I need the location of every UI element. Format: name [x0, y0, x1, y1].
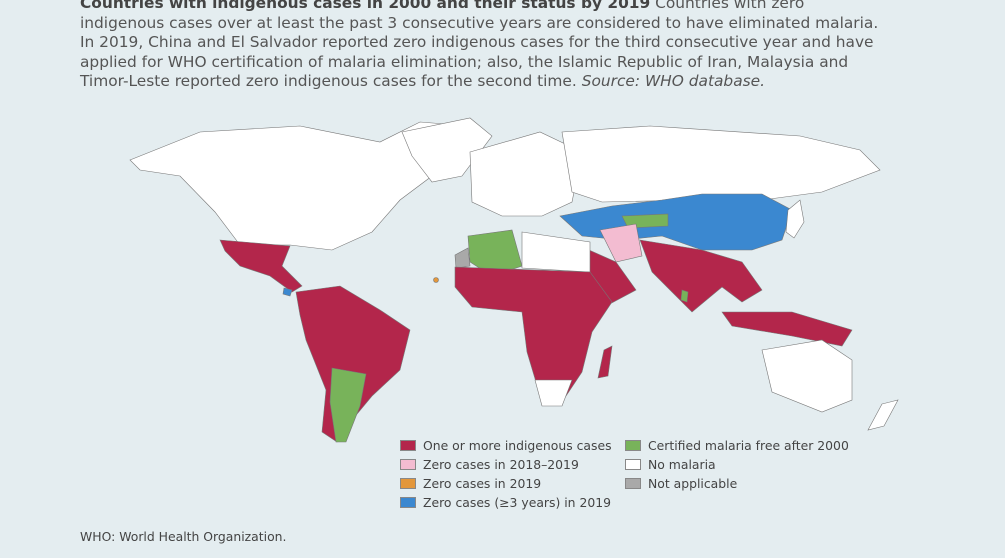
legend-item: Not applicable — [625, 475, 737, 491]
legend-item: Zero cases (≥3 years) in 2019 — [400, 494, 611, 510]
greenland — [401, 117, 493, 183]
legend-item: Zero cases in 2018–2019 — [400, 456, 579, 472]
legend-label: One or more indigenous cases — [423, 437, 612, 453]
legend-swatch — [625, 439, 641, 451]
australia — [761, 339, 853, 413]
western-sahara — [454, 247, 471, 269]
japan — [785, 199, 805, 239]
legend-label: Certified malaria free after 2000 — [648, 437, 849, 453]
madagascar — [597, 345, 613, 379]
legend-label: Zero cases in 2019 — [423, 475, 542, 491]
indonesia — [721, 311, 853, 347]
caption-text: Countries with zero indigenous cases ove… — [80, 0, 879, 90]
legend-swatch — [625, 458, 641, 470]
north-asia — [561, 125, 881, 203]
cabo-verde — [433, 277, 439, 283]
legend-item: No malaria — [625, 456, 716, 472]
legend-label: Not applicable — [648, 475, 738, 491]
sub-saharan-africa — [454, 266, 613, 403]
caption: Countries with indigenous cases in 2000 … — [80, 0, 880, 92]
central-america — [219, 239, 303, 293]
north-america — [129, 121, 471, 251]
argentina — [329, 367, 367, 443]
southern-africa — [534, 379, 573, 407]
footnote: WHO: World Health Organization. — [80, 529, 287, 544]
legend-label: No malaria — [648, 456, 716, 472]
legend-swatch — [400, 496, 416, 508]
north-africa — [521, 231, 591, 273]
legend-item: Certified malaria free after 2000 — [625, 437, 849, 453]
legend-swatch — [400, 458, 416, 470]
new-zealand — [867, 399, 899, 431]
legend-item: One or more indigenous cases — [400, 437, 612, 453]
legend-swatch — [625, 477, 641, 489]
legend-label: Zero cases (≥3 years) in 2019 — [423, 494, 612, 510]
iran — [599, 223, 643, 263]
central-asia — [559, 193, 793, 251]
europe — [469, 131, 583, 217]
sri-lanka — [680, 289, 689, 303]
caption-source: Source: WHO database. — [581, 72, 766, 90]
el-salvador — [282, 287, 293, 297]
legend-item: Zero cases in 2019 — [400, 475, 541, 491]
legend-swatch — [400, 477, 416, 489]
south-asia — [639, 239, 763, 313]
caption-title: Countries with indigenous cases in 2000 … — [80, 0, 651, 12]
legend-swatch — [400, 439, 416, 451]
legend-label: Zero cases in 2018–2019 — [423, 456, 579, 472]
